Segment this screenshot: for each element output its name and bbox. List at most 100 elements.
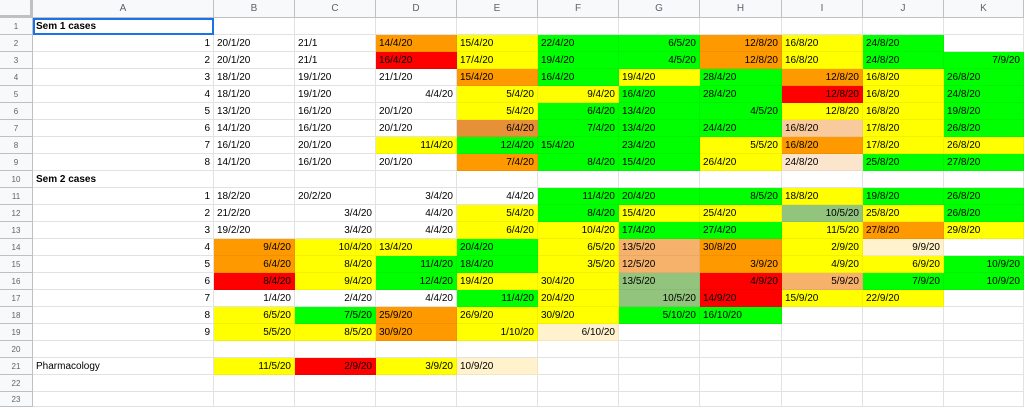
cell-a6[interactable]: 5 (33, 103, 214, 120)
cell-i13[interactable]: 11/5/20 (782, 222, 863, 239)
cell-j8[interactable]: 17/8/20 (863, 137, 944, 154)
row-header-6[interactable]: 6 (0, 103, 33, 120)
row-header-20[interactable]: 20 (0, 341, 33, 358)
cell-k14[interactable] (944, 239, 1024, 256)
row-header-8[interactable]: 8 (0, 137, 33, 154)
cell-g5[interactable]: 16/4/20 (619, 86, 700, 103)
column-header-c[interactable]: C (295, 0, 376, 18)
cell-i11[interactable]: 18/8/20 (782, 188, 863, 205)
cell-b12[interactable]: 21/2/20 (214, 205, 295, 222)
cell-h10[interactable] (700, 171, 782, 188)
cell-g16[interactable]: 13/5/20 (619, 273, 700, 290)
cell-i2[interactable]: 16/8/20 (782, 35, 863, 52)
cell-k22[interactable] (944, 375, 1024, 392)
cell-i14[interactable]: 2/9/20 (782, 239, 863, 256)
cell-a23[interactable] (33, 392, 214, 407)
cell-c21[interactable]: 2/9/20 (295, 358, 376, 375)
cell-h15[interactable]: 3/9/20 (700, 256, 782, 273)
cell-g9[interactable]: 15/4/20 (619, 154, 700, 171)
column-header-b[interactable]: B (214, 0, 295, 18)
cell-a5[interactable]: 4 (33, 86, 214, 103)
cell-b5[interactable]: 18/1/20 (214, 86, 295, 103)
cell-i5[interactable]: 12/8/20 (782, 86, 863, 103)
cell-e4[interactable]: 15/4/20 (457, 69, 538, 86)
cell-g1[interactable] (619, 18, 700, 35)
cell-c15[interactable]: 8/4/20 (295, 256, 376, 273)
cell-b20[interactable] (214, 341, 295, 358)
cell-i22[interactable] (782, 375, 863, 392)
cell-j4[interactable]: 16/8/20 (863, 69, 944, 86)
cell-d20[interactable] (376, 341, 457, 358)
cell-f7[interactable]: 7/4/20 (538, 120, 619, 137)
cell-k6[interactable]: 19/8/20 (944, 103, 1024, 120)
cell-c8[interactable]: 20/1/20 (295, 137, 376, 154)
cell-a16[interactable]: 6 (33, 273, 214, 290)
cell-c16[interactable]: 9/4/20 (295, 273, 376, 290)
cell-i3[interactable]: 16/8/20 (782, 52, 863, 69)
cell-i21[interactable] (782, 358, 863, 375)
cell-k2[interactable] (944, 35, 1024, 52)
cell-j15[interactable]: 6/9/20 (863, 256, 944, 273)
cell-b23[interactable] (214, 392, 295, 407)
cell-d22[interactable] (376, 375, 457, 392)
cell-d13[interactable]: 4/4/20 (376, 222, 457, 239)
cell-f9[interactable]: 8/4/20 (538, 154, 619, 171)
cell-b4[interactable]: 18/1/20 (214, 69, 295, 86)
cell-e20[interactable] (457, 341, 538, 358)
cell-f22[interactable] (538, 375, 619, 392)
cell-g6[interactable]: 13/4/20 (619, 103, 700, 120)
cell-j19[interactable] (863, 324, 944, 341)
cell-j5[interactable]: 16/8/20 (863, 86, 944, 103)
cell-j22[interactable] (863, 375, 944, 392)
cell-d10[interactable] (376, 171, 457, 188)
cell-g13[interactable]: 17/4/20 (619, 222, 700, 239)
cell-b13[interactable]: 19/2/20 (214, 222, 295, 239)
cell-a11[interactable]: 1 (33, 188, 214, 205)
cell-e22[interactable] (457, 375, 538, 392)
cell-g18[interactable]: 5/10/20 (619, 307, 700, 324)
cell-f12[interactable]: 8/4/20 (538, 205, 619, 222)
cell-c19[interactable]: 8/5/20 (295, 324, 376, 341)
cell-k12[interactable]: 26/8/20 (944, 205, 1024, 222)
cell-b15[interactable]: 6/4/20 (214, 256, 295, 273)
row-header-14[interactable]: 14 (0, 239, 33, 256)
cell-k18[interactable] (944, 307, 1024, 324)
cell-a18[interactable]: 8 (33, 307, 214, 324)
cell-f4[interactable]: 16/4/20 (538, 69, 619, 86)
column-header-j[interactable]: J (863, 0, 944, 18)
cell-b21[interactable]: 11/5/20 (214, 358, 295, 375)
row-header-5[interactable]: 5 (0, 86, 33, 103)
cell-c1[interactable] (295, 18, 376, 35)
cell-i15[interactable]: 4/9/20 (782, 256, 863, 273)
cell-j20[interactable] (863, 341, 944, 358)
cell-a3[interactable]: 2 (33, 52, 214, 69)
cell-i18[interactable] (782, 307, 863, 324)
cell-a4[interactable]: 3 (33, 69, 214, 86)
cell-e5[interactable]: 5/4/20 (457, 86, 538, 103)
row-header-2[interactable]: 2 (0, 35, 33, 52)
cell-g14[interactable]: 13/5/20 (619, 239, 700, 256)
cell-c23[interactable] (295, 392, 376, 407)
cell-f14[interactable]: 6/5/20 (538, 239, 619, 256)
cell-d7[interactable]: 20/1/20 (376, 120, 457, 137)
cell-e2[interactable]: 15/4/20 (457, 35, 538, 52)
cell-b2[interactable]: 20/1/20 (214, 35, 295, 52)
cell-f2[interactable]: 22/4/20 (538, 35, 619, 52)
cell-j23[interactable] (863, 392, 944, 407)
cell-b14[interactable]: 9/4/20 (214, 239, 295, 256)
cell-k21[interactable] (944, 358, 1024, 375)
column-header-a[interactable]: A (33, 0, 214, 18)
cell-k11[interactable]: 26/8/20 (944, 188, 1024, 205)
cell-h4[interactable]: 28/4/20 (700, 69, 782, 86)
cell-g19[interactable] (619, 324, 700, 341)
cell-h19[interactable] (700, 324, 782, 341)
cell-g22[interactable] (619, 375, 700, 392)
cell-a15[interactable]: 5 (33, 256, 214, 273)
row-header-12[interactable]: 12 (0, 205, 33, 222)
cell-d23[interactable] (376, 392, 457, 407)
row-header-10[interactable]: 10 (0, 171, 33, 188)
cell-f5[interactable]: 9/4/20 (538, 86, 619, 103)
cell-k3[interactable]: 7/9/20 (944, 52, 1024, 69)
row-header-15[interactable]: 15 (0, 256, 33, 273)
cell-e21[interactable]: 10/9/20 (457, 358, 538, 375)
